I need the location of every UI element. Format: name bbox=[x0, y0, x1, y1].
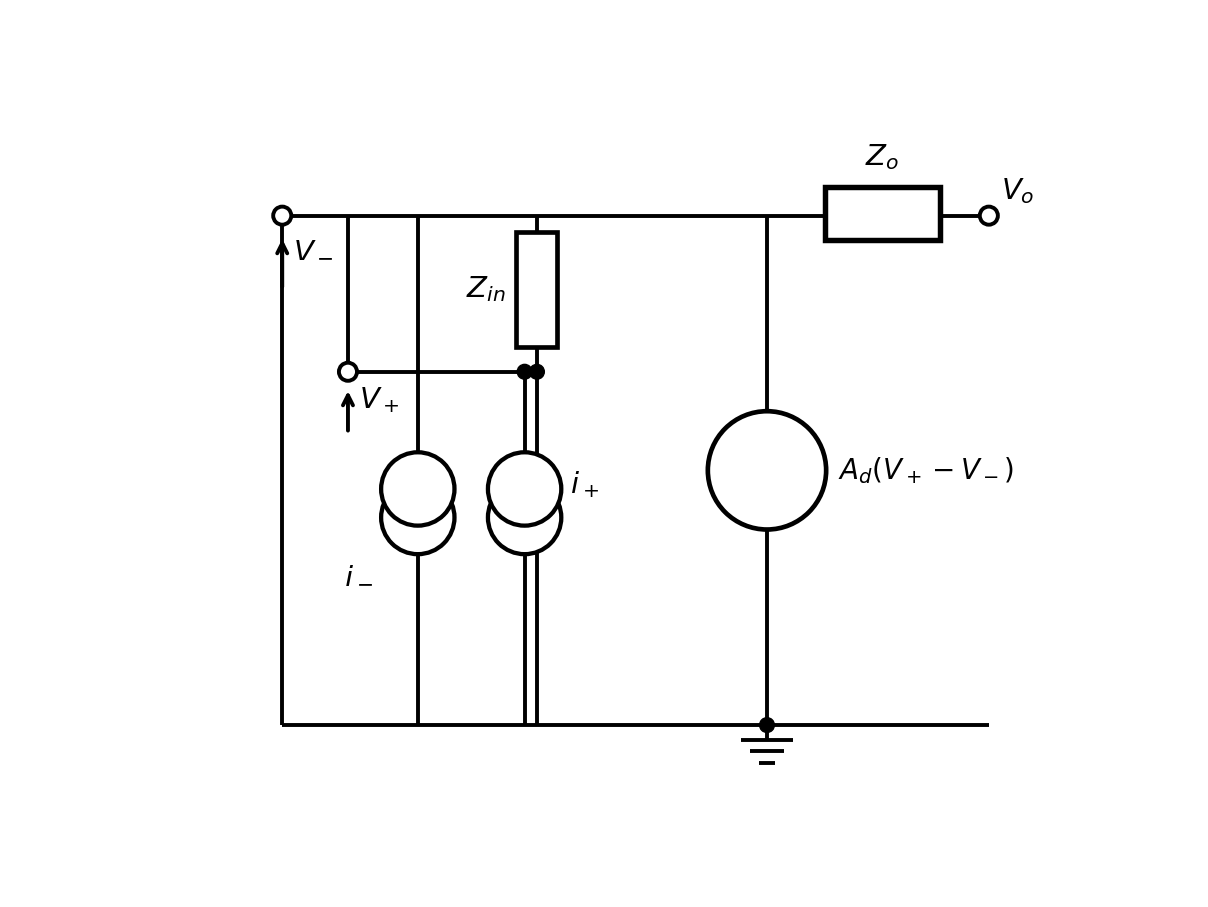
Text: $V_o$: $V_o$ bbox=[1001, 176, 1034, 206]
Bar bbox=[825, 187, 940, 240]
Text: $i_-$: $i_-$ bbox=[343, 561, 372, 589]
Circle shape bbox=[381, 481, 454, 554]
Circle shape bbox=[529, 365, 545, 379]
Circle shape bbox=[708, 411, 826, 530]
Circle shape bbox=[488, 481, 562, 554]
Circle shape bbox=[488, 453, 562, 526]
Circle shape bbox=[760, 717, 774, 733]
Circle shape bbox=[517, 365, 532, 379]
Text: $V_-$: $V_-$ bbox=[292, 235, 333, 262]
Text: $V_+$: $V_+$ bbox=[359, 385, 400, 415]
Text: $A_d(V_+ - V_-)$: $A_d(V_+ - V_-)$ bbox=[838, 455, 1015, 486]
Circle shape bbox=[980, 207, 998, 225]
Circle shape bbox=[381, 453, 454, 526]
Circle shape bbox=[339, 363, 358, 381]
Text: $i_+$: $i_+$ bbox=[569, 470, 598, 501]
Text: $Z_{in}$: $Z_{in}$ bbox=[466, 275, 506, 305]
Circle shape bbox=[273, 207, 291, 225]
Bar bbox=[516, 232, 557, 347]
Text: $Z_o$: $Z_o$ bbox=[865, 142, 899, 172]
